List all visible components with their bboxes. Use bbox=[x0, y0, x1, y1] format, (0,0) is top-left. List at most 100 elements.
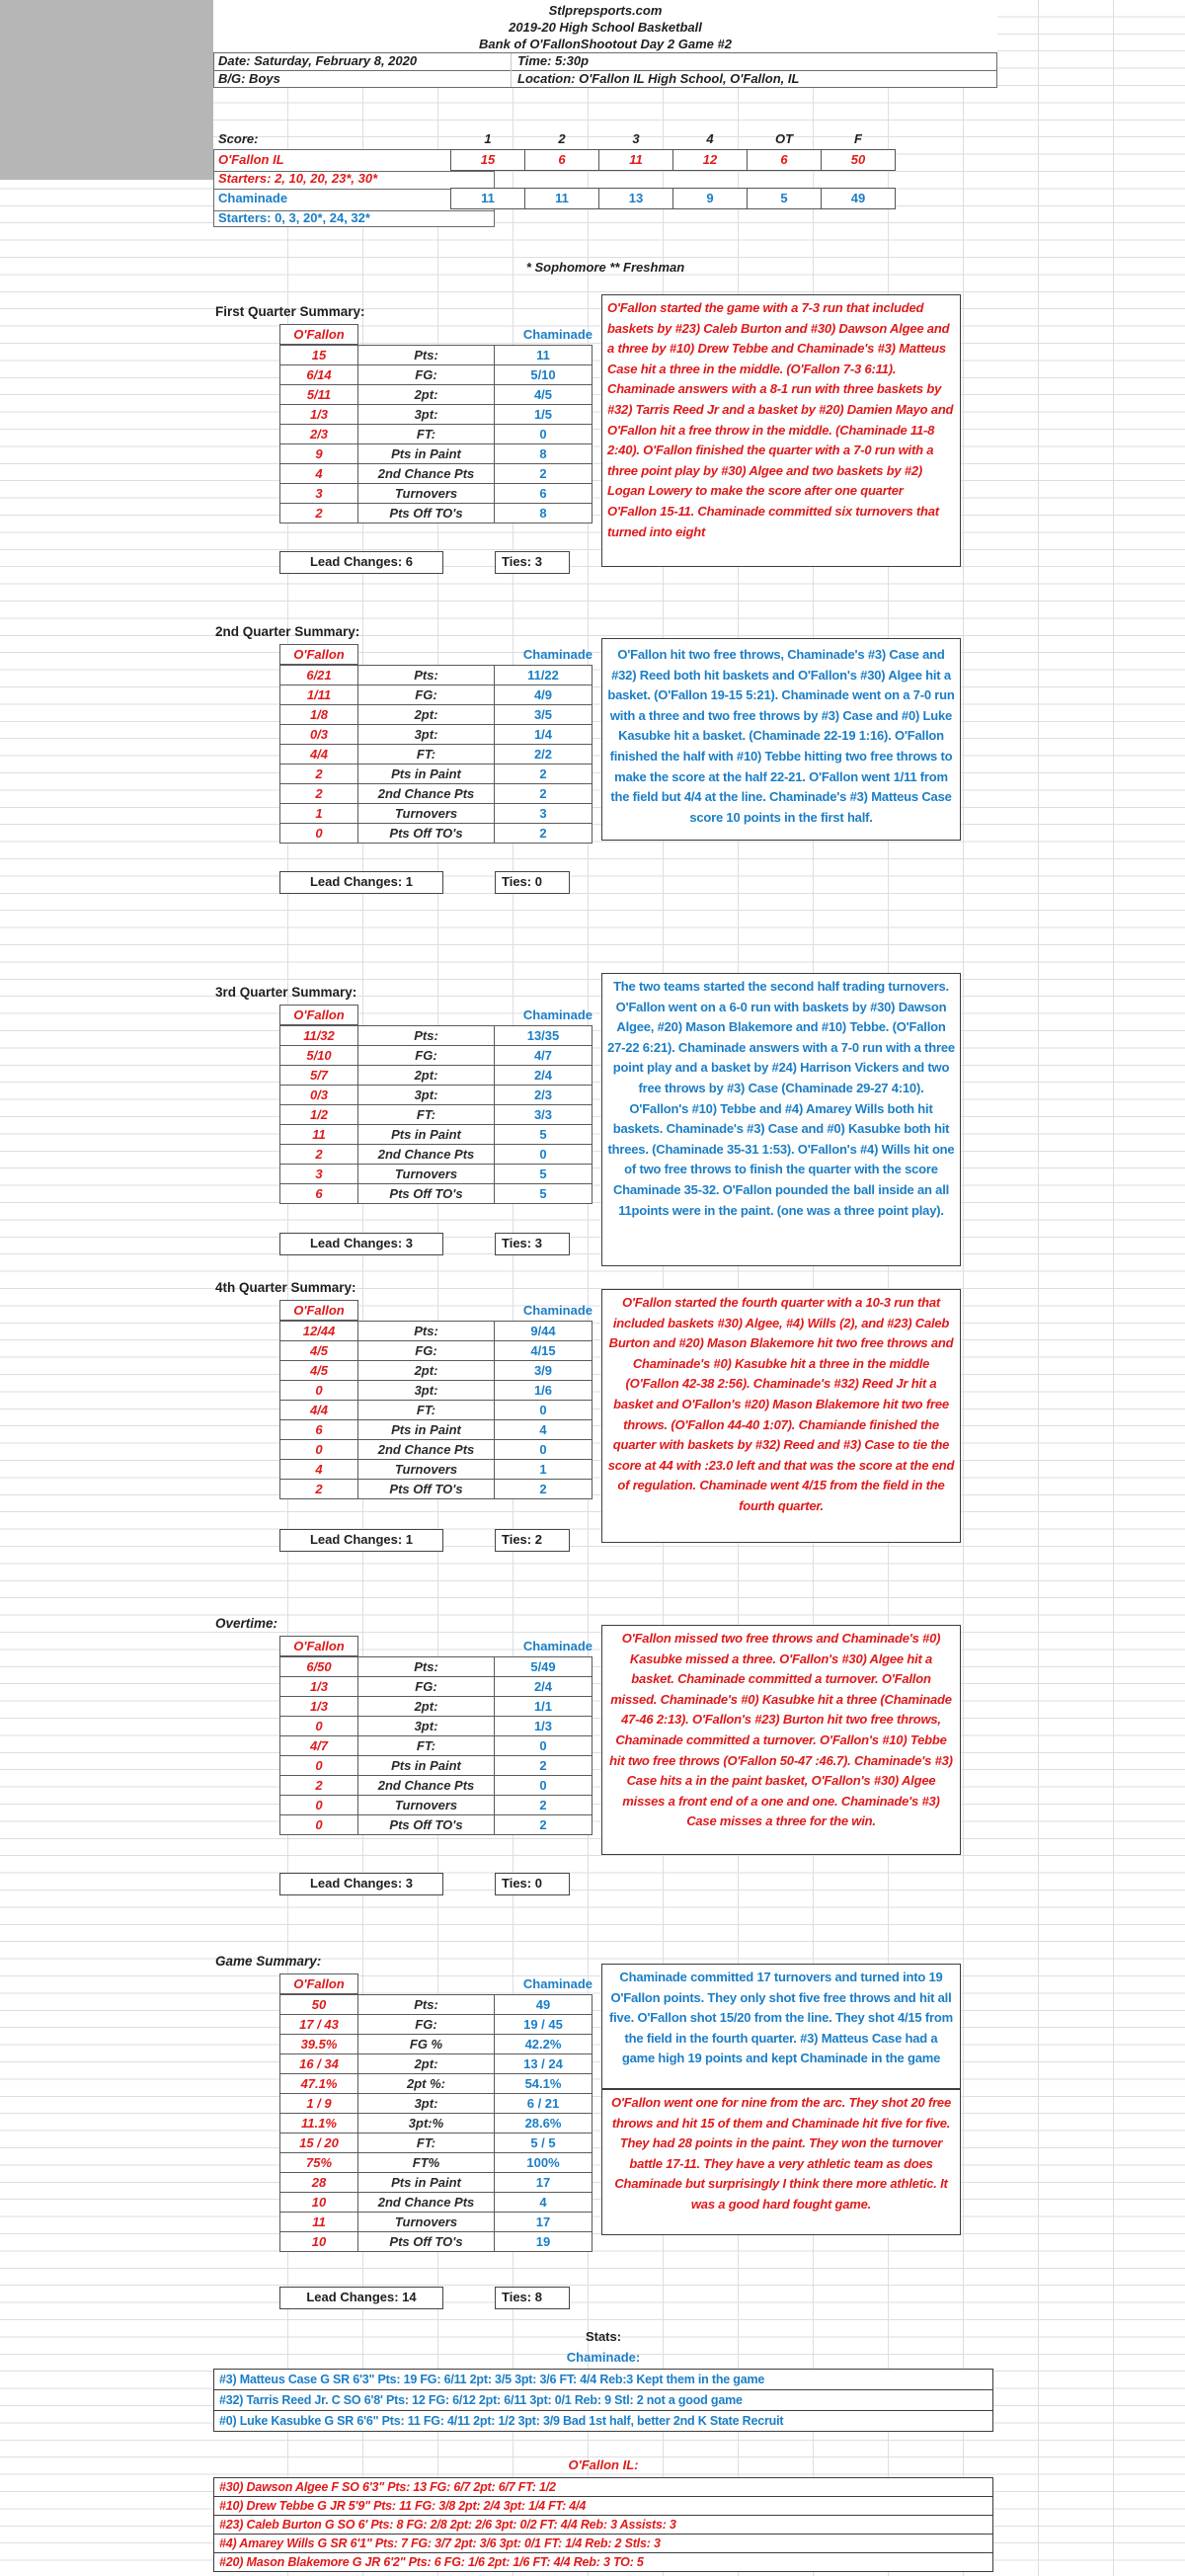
chaminade-value: 1/1 bbox=[494, 1696, 592, 1717]
stat-row: 0 3pt: 1/6 bbox=[279, 1380, 592, 1401]
ofallon-value: 10 bbox=[279, 2231, 358, 2252]
ties-box: Ties: 3 bbox=[495, 551, 570, 574]
stat-row: 10 Pts Off TO's 19 bbox=[279, 2231, 592, 2252]
player-stat-line: #4) Amarey Wills G SR 6'1" Pts: 7 FG: 3/… bbox=[213, 2534, 993, 2553]
ofallon-value: 1 bbox=[279, 803, 358, 824]
stat-label: Pts Off TO's bbox=[357, 1814, 495, 1835]
stat-label: 3pt: bbox=[357, 1085, 495, 1105]
chaminade-value: 2 bbox=[494, 1479, 592, 1499]
chaminade-value: 100% bbox=[494, 2152, 592, 2173]
chaminade-value: 1/5 bbox=[494, 404, 592, 425]
stat-row: 0 Pts Off TO's 2 bbox=[279, 823, 592, 844]
stat-label: Turnovers bbox=[357, 1795, 495, 1815]
ties-box: Ties: 2 bbox=[495, 1529, 570, 1552]
stat-label: Pts in Paint bbox=[357, 443, 495, 464]
chaminade-value: 6 / 21 bbox=[494, 2093, 592, 2114]
section-title: First Quarter Summary: bbox=[215, 304, 365, 319]
chaminade-team-name: Chaminade bbox=[218, 191, 288, 205]
stat-row: 39.5% FG % 42.2% bbox=[279, 2034, 592, 2054]
stat-row: 4/5 2pt: 3/9 bbox=[279, 1360, 592, 1381]
stat-row: 4/4 FT: 0 bbox=[279, 1400, 592, 1420]
event-title: Bank of O'FallonShootout Day 2 Game #2 bbox=[213, 36, 997, 53]
ofallon-value: 2 bbox=[279, 764, 358, 784]
score-cell: 12 bbox=[672, 149, 748, 171]
ties-box: Ties: 8 bbox=[495, 2287, 570, 2309]
quarter-narrative: O'Fallon started the game with a 7-3 run… bbox=[601, 294, 961, 567]
ties-box: Ties: 3 bbox=[495, 1233, 570, 1255]
chaminade-score-row: 11 11 13 9 5 49 bbox=[450, 188, 896, 209]
chaminade-value: 2 bbox=[494, 823, 592, 844]
stat-label: 2nd Chance Pts bbox=[357, 463, 495, 484]
stat-row: 1/3 FG: 2/4 bbox=[279, 1676, 592, 1697]
ofallon-value: 2 bbox=[279, 1144, 358, 1165]
game-location: Location: O'Fallon IL High School, O'Fal… bbox=[517, 71, 800, 86]
ofallon-value: 11 bbox=[279, 1124, 358, 1145]
stat-row: 5/7 2pt: 2/4 bbox=[279, 1065, 592, 1086]
stat-label: 2nd Chance Pts bbox=[357, 1144, 495, 1165]
ofallon-team-name: O'Fallon IL bbox=[218, 152, 284, 167]
stat-label: 3pt: bbox=[357, 404, 495, 425]
stat-label: FG: bbox=[357, 1340, 495, 1361]
stat-row: 75% FT% 100% bbox=[279, 2152, 592, 2173]
ofallon-value: 2 bbox=[279, 1775, 358, 1796]
chaminade-value: 5 bbox=[494, 1124, 592, 1145]
chaminade-value: 2 bbox=[494, 764, 592, 784]
ofallon-column-header: O'Fallon bbox=[279, 1005, 358, 1025]
stat-row: 11 Turnovers 17 bbox=[279, 2212, 592, 2232]
stat-row: 47.1% 2pt %: 54.1% bbox=[279, 2073, 592, 2094]
score-label-divider bbox=[214, 189, 494, 190]
game-narrative-ofallon: O'Fallon went one for nine from the arc.… bbox=[601, 2089, 961, 2235]
chaminade-value: 54.1% bbox=[494, 2073, 592, 2094]
stat-label: FT: bbox=[357, 744, 495, 765]
stat-row: 15 Pts: 11 bbox=[279, 345, 592, 365]
stat-label: FG: bbox=[357, 2014, 495, 2035]
ofallon-starters: Starters: 2, 10, 20, 23*, 30* bbox=[218, 171, 378, 186]
stat-row: 3 Turnovers 5 bbox=[279, 1164, 592, 1184]
stat-row: 6 Pts in Paint 4 bbox=[279, 1419, 592, 1440]
stat-label: Turnovers bbox=[357, 483, 495, 504]
player-stat-line: #3) Matteus Case G SR 6'3" Pts: 19 FG: 6… bbox=[213, 2369, 993, 2390]
stat-label: Turnovers bbox=[357, 2212, 495, 2232]
stat-row: 4 2nd Chance Pts 2 bbox=[279, 463, 592, 484]
stat-table: 50 Pts: 49 17 / 43 FG: 19 / 45 39.5% FG % 42.2% 1… bbox=[279, 1994, 592, 2252]
score-cell: F bbox=[854, 131, 862, 146]
stat-row: 9 Pts in Paint 8 bbox=[279, 443, 592, 464]
chaminade-value: 0 bbox=[494, 1144, 592, 1165]
section-title: Overtime: bbox=[215, 1616, 278, 1631]
ofallon-value: 1/8 bbox=[279, 704, 358, 725]
stat-label: FT: bbox=[357, 424, 495, 444]
stat-row: 0 Pts in Paint 2 bbox=[279, 1755, 592, 1776]
ofallon-value: 5/11 bbox=[279, 384, 358, 405]
score-cell: OT bbox=[774, 131, 794, 146]
chaminade-stats-heading: Chaminade: bbox=[566, 2350, 641, 2365]
lead-changes-box: Lead Changes: 1 bbox=[279, 1529, 443, 1552]
stat-label: FG: bbox=[357, 1045, 495, 1066]
chaminade-value: 5 bbox=[494, 1164, 592, 1184]
ofallon-value: 0 bbox=[279, 1755, 358, 1776]
ofallon-value: 4/4 bbox=[279, 744, 358, 765]
stat-label: Pts: bbox=[357, 665, 495, 685]
quarter-narrative: O'Fallon hit two free throws, Chaminade'… bbox=[601, 638, 961, 841]
chaminade-value: 42.2% bbox=[494, 2034, 592, 2054]
ofallon-value: 0 bbox=[279, 823, 358, 844]
chaminade-value: 13 / 24 bbox=[494, 2053, 592, 2074]
lead-changes-box: Lead Changes: 3 bbox=[279, 1233, 443, 1255]
score-cell: 4 bbox=[706, 131, 714, 146]
chaminade-value: 2 bbox=[494, 1814, 592, 1835]
stat-row: 50 Pts: 49 bbox=[279, 1994, 592, 2015]
lead-changes-box: Lead Changes: 6 bbox=[279, 551, 443, 574]
stat-table: 15 Pts: 11 6/14 FG: 5/10 5/11 2pt: 4/5 1/3 3pt: 1/5… bbox=[279, 345, 592, 523]
score-cell: 2 bbox=[558, 131, 566, 146]
stat-row: 5/11 2pt: 4/5 bbox=[279, 384, 592, 405]
score-cell: 5 bbox=[747, 188, 822, 209]
stat-label: FT: bbox=[357, 1735, 495, 1756]
stat-row: 1/3 2pt: 1/1 bbox=[279, 1696, 592, 1717]
chaminade-value: 3/9 bbox=[494, 1360, 592, 1381]
stat-label: Pts Off TO's bbox=[357, 1183, 495, 1204]
stat-row: 2 2nd Chance Pts 2 bbox=[279, 783, 592, 804]
chaminade-value: 1 bbox=[494, 1459, 592, 1480]
chaminade-column-header: Chaminade bbox=[522, 327, 592, 342]
score-cell: 6 bbox=[524, 149, 599, 171]
stat-label: FG % bbox=[357, 2034, 495, 2054]
stat-row: 2/3 FT: 0 bbox=[279, 424, 592, 444]
